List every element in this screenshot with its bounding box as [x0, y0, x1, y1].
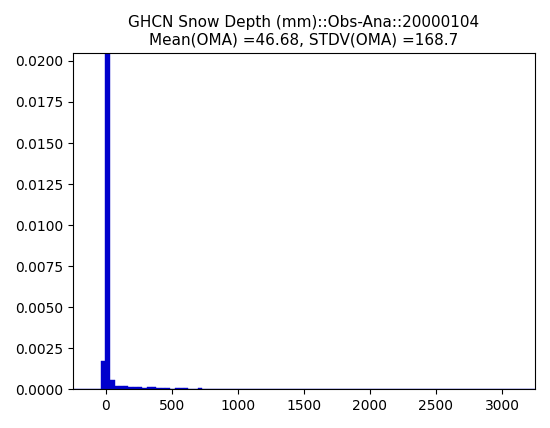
Bar — [119, 386, 124, 389]
Bar — [184, 388, 189, 389]
Bar — [197, 388, 202, 389]
Bar — [105, 0, 110, 389]
Bar — [174, 388, 179, 389]
Bar — [124, 386, 128, 389]
Bar — [133, 386, 138, 389]
Bar — [101, 361, 105, 389]
Bar — [110, 380, 114, 389]
Bar — [128, 386, 133, 389]
Bar — [147, 387, 151, 389]
Bar — [166, 388, 170, 389]
Bar — [151, 387, 156, 389]
Bar — [179, 388, 184, 389]
Bar — [142, 388, 147, 389]
Bar — [161, 388, 166, 389]
Title: GHCN Snow Depth (mm)::Obs-Ana::20000104
Mean(OMA) =46.68, STDV(OMA) =168.7: GHCN Snow Depth (mm)::Obs-Ana::20000104 … — [128, 15, 480, 48]
Bar — [138, 387, 142, 389]
Bar — [114, 386, 119, 389]
Bar — [156, 388, 161, 389]
